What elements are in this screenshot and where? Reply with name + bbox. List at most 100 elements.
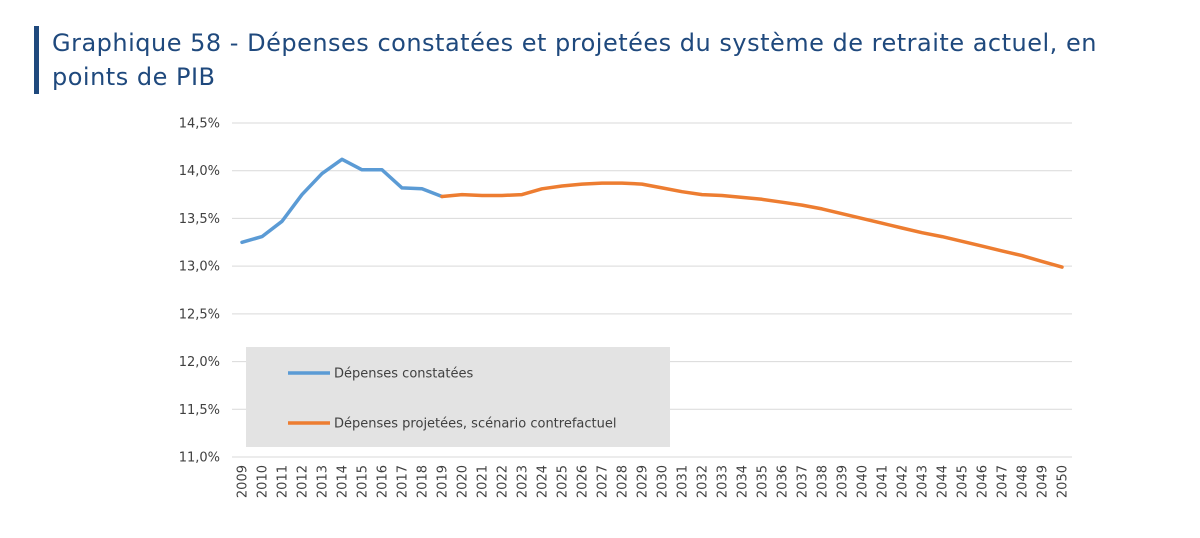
data-point: [900, 226, 904, 230]
legend-label-projected: Dépenses projetées, scénario contrefactu…: [334, 417, 616, 432]
x-tick-label: 2032: [696, 465, 711, 498]
data-point: [1040, 260, 1044, 263]
data-point: [700, 193, 704, 196]
data-point: [360, 168, 364, 171]
x-tick-label: 2029: [636, 465, 651, 498]
x-tick-label: 2048: [1016, 465, 1031, 498]
x-axis-ticks: 2009 2010 2011 2012 2013 2014 2015 2016 2017 2018…: [236, 465, 1071, 498]
x-tick-label: 2025: [556, 465, 571, 498]
legend-label-observed: Dépenses constatées: [334, 367, 473, 382]
x-tick-label: 2009: [236, 465, 251, 498]
x-tick-label: 2020: [456, 465, 471, 498]
data-point: [460, 193, 464, 196]
data-point: [440, 195, 444, 198]
x-tick-label: 2040: [856, 465, 871, 498]
y-tick-label: 14,0%: [179, 164, 220, 179]
x-tick-label: 2046: [976, 465, 991, 498]
data-point: [640, 182, 644, 186]
data-point: [660, 186, 664, 190]
x-tick-label: 2042: [896, 465, 911, 498]
x-tick-label: 2038: [816, 465, 831, 498]
y-tick-label: 13,0%: [179, 260, 220, 275]
data-point: [620, 181, 624, 185]
data-point: [780, 201, 784, 204]
x-tick-label: 2024: [536, 465, 551, 498]
data-point: [320, 172, 324, 175]
x-tick-label: 2036: [776, 465, 791, 498]
x-tick-label: 2017: [396, 465, 411, 498]
x-tick-label: 2050: [1056, 465, 1071, 498]
data-point: [880, 222, 884, 225]
data-point: [340, 158, 344, 161]
data-point: [1000, 249, 1004, 253]
data-point: [760, 198, 764, 201]
series-line-projected: [440, 181, 1064, 269]
y-tick-label: 11,0%: [179, 451, 220, 466]
y-tick-label: 13,5%: [179, 212, 220, 227]
y-tick-label: 11,5%: [179, 403, 220, 418]
data-point: [740, 196, 744, 199]
x-tick-label: 2026: [576, 465, 591, 498]
x-tick-label: 2049: [1036, 465, 1051, 498]
data-point: [840, 212, 844, 215]
data-point: [240, 241, 244, 244]
data-point: [540, 187, 544, 191]
x-tick-label: 2010: [256, 465, 271, 498]
data-point: [1020, 254, 1024, 257]
x-tick-label: 2035: [756, 465, 771, 498]
x-tick-label: 2012: [296, 465, 311, 498]
legend-background: [246, 347, 670, 447]
data-point: [280, 220, 284, 223]
x-tick-label: 2022: [496, 465, 511, 498]
data-point: [720, 194, 724, 197]
series-line-observed: [240, 157, 444, 245]
data-point: [1060, 265, 1064, 269]
series-lines: [240, 157, 1064, 269]
data-point: [800, 203, 804, 207]
data-point: [980, 244, 984, 248]
x-tick-label: 2037: [796, 465, 811, 498]
x-tick-label: 2019: [436, 465, 451, 498]
data-point: [400, 186, 404, 190]
x-tick-label: 2011: [276, 465, 291, 498]
data-point: [480, 194, 484, 197]
y-tick-label: 12,0%: [179, 355, 220, 370]
x-tick-label: 2014: [336, 465, 351, 498]
x-tick-label: 2044: [936, 465, 951, 498]
y-axis-ticks: 11,0% 11,5% 12,0% 12,5% 13,0% 13,5% 14,0% 14,5%: [179, 117, 220, 466]
data-point: [520, 193, 524, 196]
x-tick-label: 2028: [616, 465, 631, 498]
data-point: [580, 182, 584, 186]
data-point: [500, 194, 504, 197]
data-point: [380, 168, 384, 171]
data-point: [560, 184, 564, 188]
data-point: [300, 193, 304, 196]
data-point: [680, 190, 684, 193]
legend: Dépenses constatées Dépenses projetées, …: [246, 347, 670, 447]
y-tick-label: 14,5%: [179, 117, 220, 132]
y-tick-label: 12,5%: [179, 307, 220, 322]
data-point: [820, 207, 824, 211]
x-tick-label: 2045: [956, 465, 971, 498]
data-point: [420, 187, 424, 191]
x-tick-label: 2016: [376, 465, 391, 498]
x-tick-label: 2033: [716, 465, 731, 498]
x-tick-label: 2027: [596, 465, 611, 498]
data-point: [920, 231, 924, 234]
x-tick-label: 2030: [656, 465, 671, 498]
data-point: [260, 235, 264, 238]
x-tick-label: 2031: [676, 465, 691, 498]
title-accent-bar: [34, 26, 39, 94]
x-tick-label: 2021: [476, 465, 491, 498]
data-point: [960, 240, 964, 243]
data-point: [940, 235, 944, 238]
x-tick-label: 2015: [356, 465, 371, 498]
x-tick-label: 2047: [996, 465, 1011, 498]
x-tick-label: 2041: [876, 465, 891, 498]
x-tick-label: 2043: [916, 465, 931, 498]
x-tick-label: 2018: [416, 465, 431, 498]
x-tick-label: 2034: [736, 465, 751, 498]
x-tick-label: 2023: [516, 465, 531, 498]
data-point: [860, 217, 864, 220]
